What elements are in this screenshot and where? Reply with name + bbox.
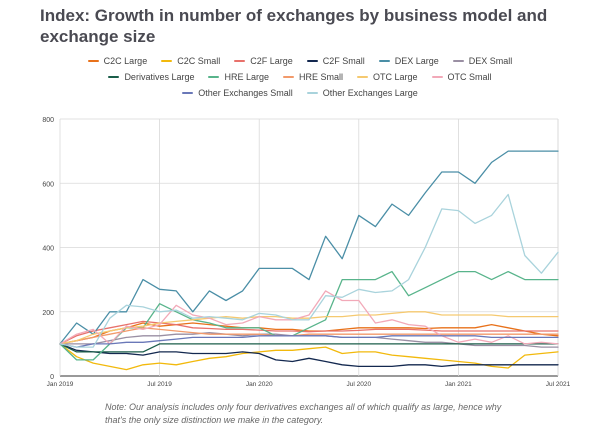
- legend-swatch: [182, 91, 194, 95]
- series-line-otc-large: [59, 311, 559, 345]
- legend-swatch: [452, 59, 464, 63]
- legend-swatch: [378, 59, 390, 63]
- chart-title: Index: Growth in number of exchanges by …: [40, 6, 548, 46]
- chart-legend: C2C Large C2C Small C2F Large C2F Small …: [30, 53, 570, 101]
- legend-item-dex-small: DEX Small: [452, 56, 513, 66]
- legend-item-otc-small: OTC Small: [431, 72, 492, 82]
- y-tick-label: 800: [42, 117, 54, 124]
- legend-item-hre-small: HRE Small: [283, 72, 343, 82]
- legend-swatch: [208, 75, 220, 79]
- series-line-hre-large: [59, 270, 559, 361]
- legend-swatch: [431, 75, 443, 79]
- legend-label: DEX Large: [394, 56, 439, 66]
- legend-item-c2f-large: C2F Large: [234, 56, 293, 66]
- legend-swatch: [357, 75, 369, 79]
- legend-item-c2c-small: C2C Small: [161, 56, 220, 66]
- legend-item-otc-large: OTC Large: [357, 72, 418, 82]
- legend-label: DEX Small: [468, 56, 513, 66]
- legend-label: OTC Small: [447, 72, 492, 82]
- axes: 0 200 400 600 800 Jan 2019 Jul 2019 Jan 2020 Jul…: [42, 117, 570, 388]
- x-tick-label: Jan 2019: [47, 381, 74, 388]
- legend-item-other-exchanges-small: Other Exchanges Small: [182, 88, 293, 98]
- series-line-c2c-small: [59, 343, 559, 371]
- legend-item-hre-large: HRE Large: [208, 72, 269, 82]
- legend-item-dex-large: DEX Large: [378, 56, 439, 66]
- series-line-c2f-large: [59, 320, 559, 345]
- legend-swatch: [161, 59, 173, 63]
- legend-swatch: [87, 59, 99, 63]
- legend-label: C2F Large: [250, 56, 293, 66]
- chart-note: Note: Our analysis includes only four de…: [105, 402, 502, 425]
- x-tick-label: Jan 2021: [445, 381, 472, 388]
- legend-swatch: [283, 75, 294, 79]
- legend-swatch: [234, 59, 246, 63]
- series-line-c2c-large: [59, 322, 559, 345]
- legend-label: Other Exchanges Small: [198, 88, 293, 98]
- legend-label: C2C Small: [177, 56, 221, 66]
- legend-label: HRE Large: [224, 72, 269, 82]
- x-tick-label: Jan 2020: [246, 381, 273, 388]
- legend-label: Derivatives Large: [124, 72, 195, 82]
- x-tick-label: Jul 2019: [147, 381, 172, 388]
- legend-row-2: Derivatives Large HRE Large HRE Small OT…: [30, 69, 570, 85]
- y-tick-label: 200: [42, 310, 54, 317]
- line-chart: 0 200 400 600 800 Jan 2019 Jul 2019 Jan 2020 Jul…: [42, 117, 570, 388]
- gridlines: [59, 118, 559, 377]
- series-lines: [59, 150, 559, 371]
- series-line-derivatives-large: [59, 343, 559, 353]
- series-line-dex-large: [59, 150, 559, 345]
- series-line-c2f-small: [59, 343, 559, 368]
- legend-swatch: [306, 59, 318, 63]
- series-line-hre-small: [59, 327, 559, 345]
- y-tick-label: 400: [42, 246, 54, 253]
- legend-item-other-exchanges-large: Other Exchanges Large: [306, 88, 418, 98]
- series-line-other-exchanges-small: [59, 335, 559, 348]
- legend-swatch: [108, 75, 120, 79]
- x-tick-label: Jul 2021: [546, 381, 571, 388]
- legend-label: OTC Large: [373, 72, 418, 82]
- y-tick-label: 600: [42, 181, 54, 188]
- series-line-other-exchanges-large: [59, 193, 559, 348]
- legend-row-3: Other Exchanges Small Other Exchanges La…: [30, 85, 570, 101]
- legend-row-1: C2C Large C2C Small C2F Large C2F Small …: [30, 53, 570, 69]
- legend-label: C2C Large: [103, 56, 148, 66]
- legend-label: HRE Small: [299, 72, 344, 82]
- series-line-otc-small: [59, 290, 559, 345]
- legend-item-derivatives-large: Derivatives Large: [108, 72, 194, 82]
- legend-label: C2F Small: [322, 56, 365, 66]
- legend-swatch: [306, 91, 318, 95]
- x-tick-label: Jul 2020: [347, 381, 372, 388]
- legend-item-c2f-small: C2F Small: [306, 56, 365, 66]
- legend-item-c2c-large: C2C Large: [87, 56, 148, 66]
- legend-label: Other Exchanges Large: [322, 88, 418, 98]
- y-tick-label: 0: [50, 374, 54, 381]
